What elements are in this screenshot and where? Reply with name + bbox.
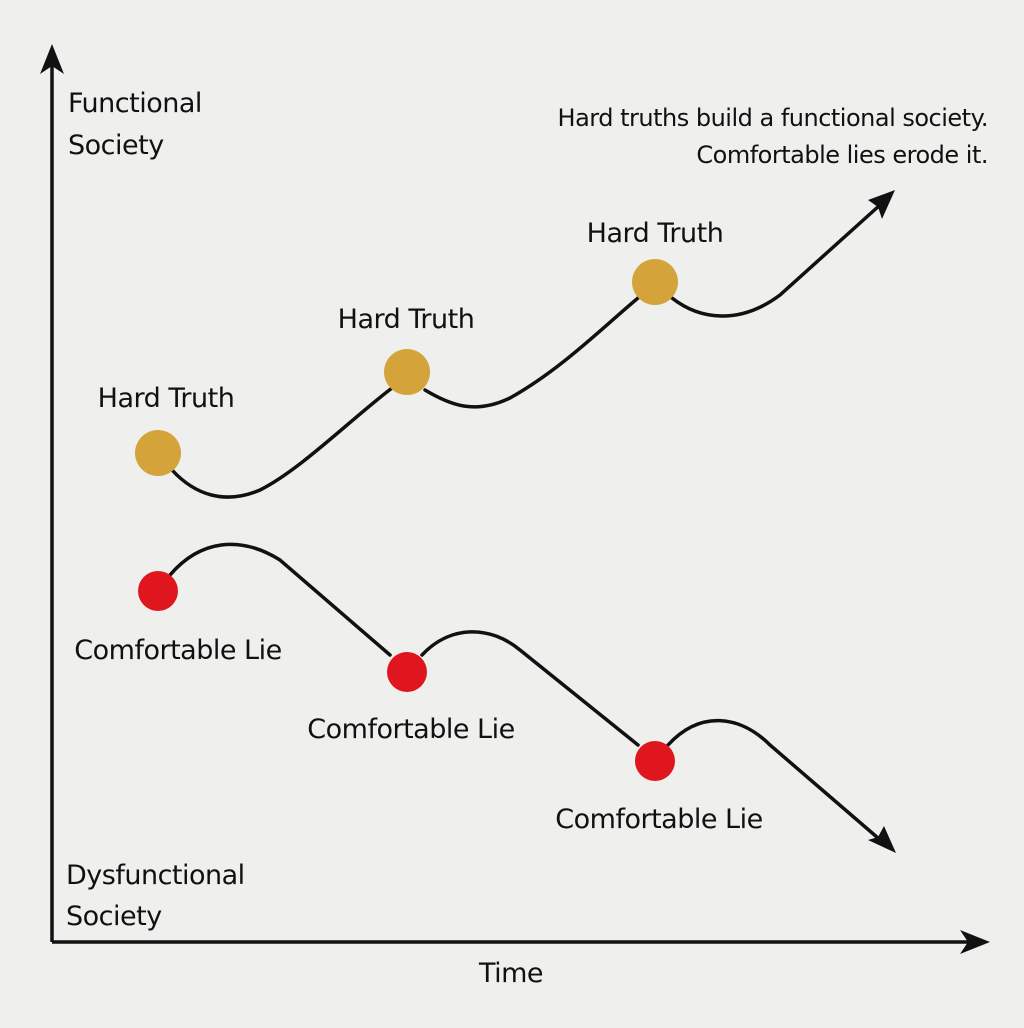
y-top-label: Society bbox=[68, 130, 164, 161]
y-bottom-label: Dysfunctional bbox=[66, 860, 245, 891]
comfortable-lie-label: Comfortable Lie bbox=[307, 714, 514, 745]
hard-truth-label: Hard Truth bbox=[98, 383, 235, 414]
annotation: Comfortable lies erode it. bbox=[696, 141, 988, 169]
falling-curve bbox=[168, 542, 880, 840]
hard-truth-dot bbox=[384, 349, 430, 395]
axes bbox=[40, 44, 990, 954]
comfortable-lie-dot bbox=[138, 571, 178, 611]
hard-truth-dot bbox=[135, 430, 181, 476]
x-arrow bbox=[960, 930, 990, 954]
comfortable-lie-label: Comfortable Lie bbox=[74, 635, 281, 666]
comfortable-lie-label: Comfortable Lie bbox=[555, 804, 762, 835]
falling-arrow bbox=[868, 826, 896, 853]
comfortable-lie-dot bbox=[635, 741, 675, 781]
rising-curve bbox=[170, 203, 882, 499]
rising-arrow bbox=[868, 190, 895, 219]
hard-truth-label: Hard Truth bbox=[587, 218, 724, 249]
y-bottom-label: Society bbox=[66, 901, 162, 932]
y-arrow bbox=[40, 44, 64, 74]
y-top-label: Functional bbox=[68, 88, 202, 119]
hard-truth-label: Hard Truth bbox=[338, 304, 475, 335]
comfortable-lie-dot bbox=[387, 652, 427, 692]
annotation: Hard truths build a functional society. bbox=[558, 104, 988, 132]
x-label: Time bbox=[478, 958, 543, 989]
hard-truth-dot bbox=[632, 259, 678, 305]
